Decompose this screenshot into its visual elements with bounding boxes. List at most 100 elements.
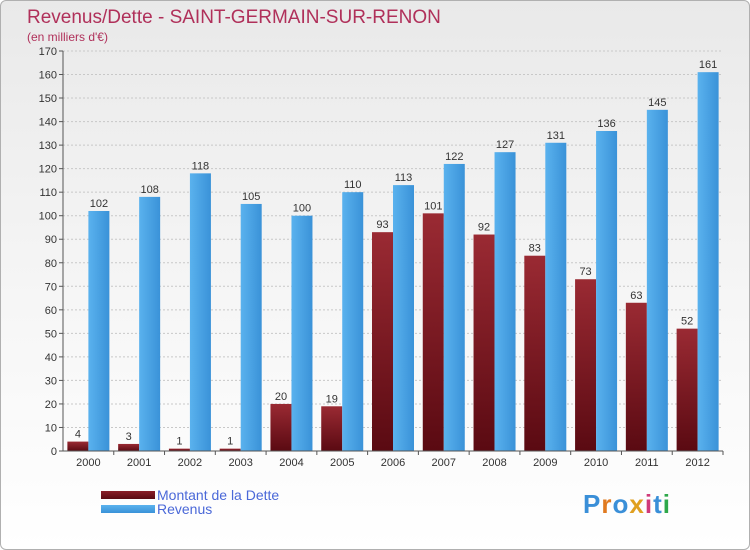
bar-revenus xyxy=(545,142,567,451)
x-tick-label: 2003 xyxy=(228,457,252,469)
y-tick-label: 120 xyxy=(39,164,57,176)
data-label: 92 xyxy=(478,222,490,234)
bar-dette xyxy=(422,213,444,451)
data-label: 100 xyxy=(293,203,311,215)
y-tick-label: 130 xyxy=(39,140,57,152)
x-tick-label: 2001 xyxy=(127,457,151,469)
bar-revenus xyxy=(189,173,211,451)
y-tick-label: 100 xyxy=(39,211,57,223)
data-label: 122 xyxy=(445,151,463,163)
bar-revenus xyxy=(342,192,364,452)
logo-letter: o xyxy=(612,489,630,519)
data-label: 131 xyxy=(547,130,565,142)
x-tick-label: 2006 xyxy=(381,457,405,469)
x-tick-label: 2000 xyxy=(76,457,100,469)
legend-swatch-revenus xyxy=(101,505,155,513)
y-tick-label: 90 xyxy=(45,234,57,246)
legend-label-revenus: Revenus xyxy=(157,501,213,517)
y-tick-label: 150 xyxy=(39,93,57,105)
chart-title: Revenus/Dette - SAINT-GERMAIN-SUR-RENON xyxy=(27,7,441,28)
y-tick-label: 50 xyxy=(45,328,57,340)
logo-letter: r xyxy=(601,489,613,519)
data-label: 108 xyxy=(140,184,158,196)
logo-letter: i xyxy=(644,489,654,519)
y-tick-label: 40 xyxy=(45,352,57,364)
data-label: 19 xyxy=(326,393,338,405)
x-tick-label: 2011 xyxy=(635,457,659,469)
x-tick-label: 2012 xyxy=(685,457,709,469)
data-label: 63 xyxy=(630,290,642,302)
bar-revenus xyxy=(393,185,414,451)
bar-revenus xyxy=(139,196,161,451)
y-tick-label: 10 xyxy=(45,422,57,434)
bar-revenus xyxy=(443,163,465,452)
bar-dette xyxy=(372,232,393,451)
x-tick-label: 2004 xyxy=(279,457,303,469)
bar-dette xyxy=(676,328,698,451)
logo-letter: t xyxy=(653,489,663,519)
bar-revenus xyxy=(697,72,719,452)
bar-dette xyxy=(473,234,495,451)
axes: 0102030405060708090100110120130140150160… xyxy=(39,46,724,469)
x-tick-label: 2009 xyxy=(533,457,557,469)
data-label: 4 xyxy=(75,429,81,441)
y-tick-label: 70 xyxy=(45,281,57,293)
x-tick-label: 2005 xyxy=(330,457,354,469)
chart-subtitle: (en milliers d'€) xyxy=(27,30,108,44)
y-tick-label: 30 xyxy=(45,375,57,387)
bar-dette xyxy=(524,255,546,451)
data-label: 102 xyxy=(90,198,108,210)
y-tick-label: 0 xyxy=(51,446,57,458)
bar-dette xyxy=(67,441,89,451)
legend-swatch-dette xyxy=(101,491,155,499)
bar-dette xyxy=(321,406,343,451)
bar-dette xyxy=(270,403,292,451)
proxiti-logo: Proxiti xyxy=(583,489,671,520)
bar-revenus xyxy=(240,203,262,451)
y-tick-label: 140 xyxy=(39,117,57,129)
bar-revenus xyxy=(646,109,668,451)
bar-dette xyxy=(118,443,140,451)
logo-letter: x xyxy=(629,489,645,519)
data-label: 83 xyxy=(529,243,541,255)
data-label: 161 xyxy=(699,59,717,71)
bar-revenus xyxy=(291,215,313,451)
x-tick-label: 2010 xyxy=(584,457,608,469)
bar-dette xyxy=(219,448,241,451)
x-tick-label: 2002 xyxy=(178,457,202,469)
data-label: 93 xyxy=(376,219,388,231)
y-tick-label: 60 xyxy=(45,305,57,317)
data-label: 105 xyxy=(242,191,260,203)
data-label: 52 xyxy=(681,316,693,328)
bar-revenus xyxy=(596,131,618,451)
bar-revenus xyxy=(88,211,110,451)
legend-label-dette: Montant de la Dette xyxy=(157,487,280,503)
data-label: 101 xyxy=(424,200,442,212)
bar-dette xyxy=(168,448,190,451)
data-label: 118 xyxy=(192,160,210,172)
data-label: 127 xyxy=(496,139,514,151)
logo-letter: P xyxy=(583,489,602,519)
x-tick-label: 2008 xyxy=(482,457,506,469)
y-tick-label: 170 xyxy=(39,46,57,58)
grid-lines xyxy=(63,50,723,452)
bar-dette xyxy=(625,302,647,451)
data-label: 1 xyxy=(176,436,182,448)
data-label: 20 xyxy=(275,391,287,403)
bars: 4 102 3 108 1 118 1 105 20 100 19 110 93 113 101 122 92 1… xyxy=(67,59,719,452)
data-label: 3 xyxy=(126,431,132,443)
y-tick-label: 80 xyxy=(45,258,57,270)
bar-revenus xyxy=(494,152,516,452)
data-label: 136 xyxy=(597,118,615,130)
y-tick-label: 160 xyxy=(39,70,57,82)
bar-dette xyxy=(575,279,597,451)
data-label: 73 xyxy=(579,266,591,278)
legend-item-revenus: Revenus xyxy=(101,501,213,517)
y-tick-label: 20 xyxy=(45,399,57,411)
y-tick-label: 110 xyxy=(39,187,57,199)
data-label: 113 xyxy=(395,172,413,184)
data-label: 110 xyxy=(344,179,362,191)
legend-item-dette: Montant de la Dette xyxy=(101,487,280,503)
